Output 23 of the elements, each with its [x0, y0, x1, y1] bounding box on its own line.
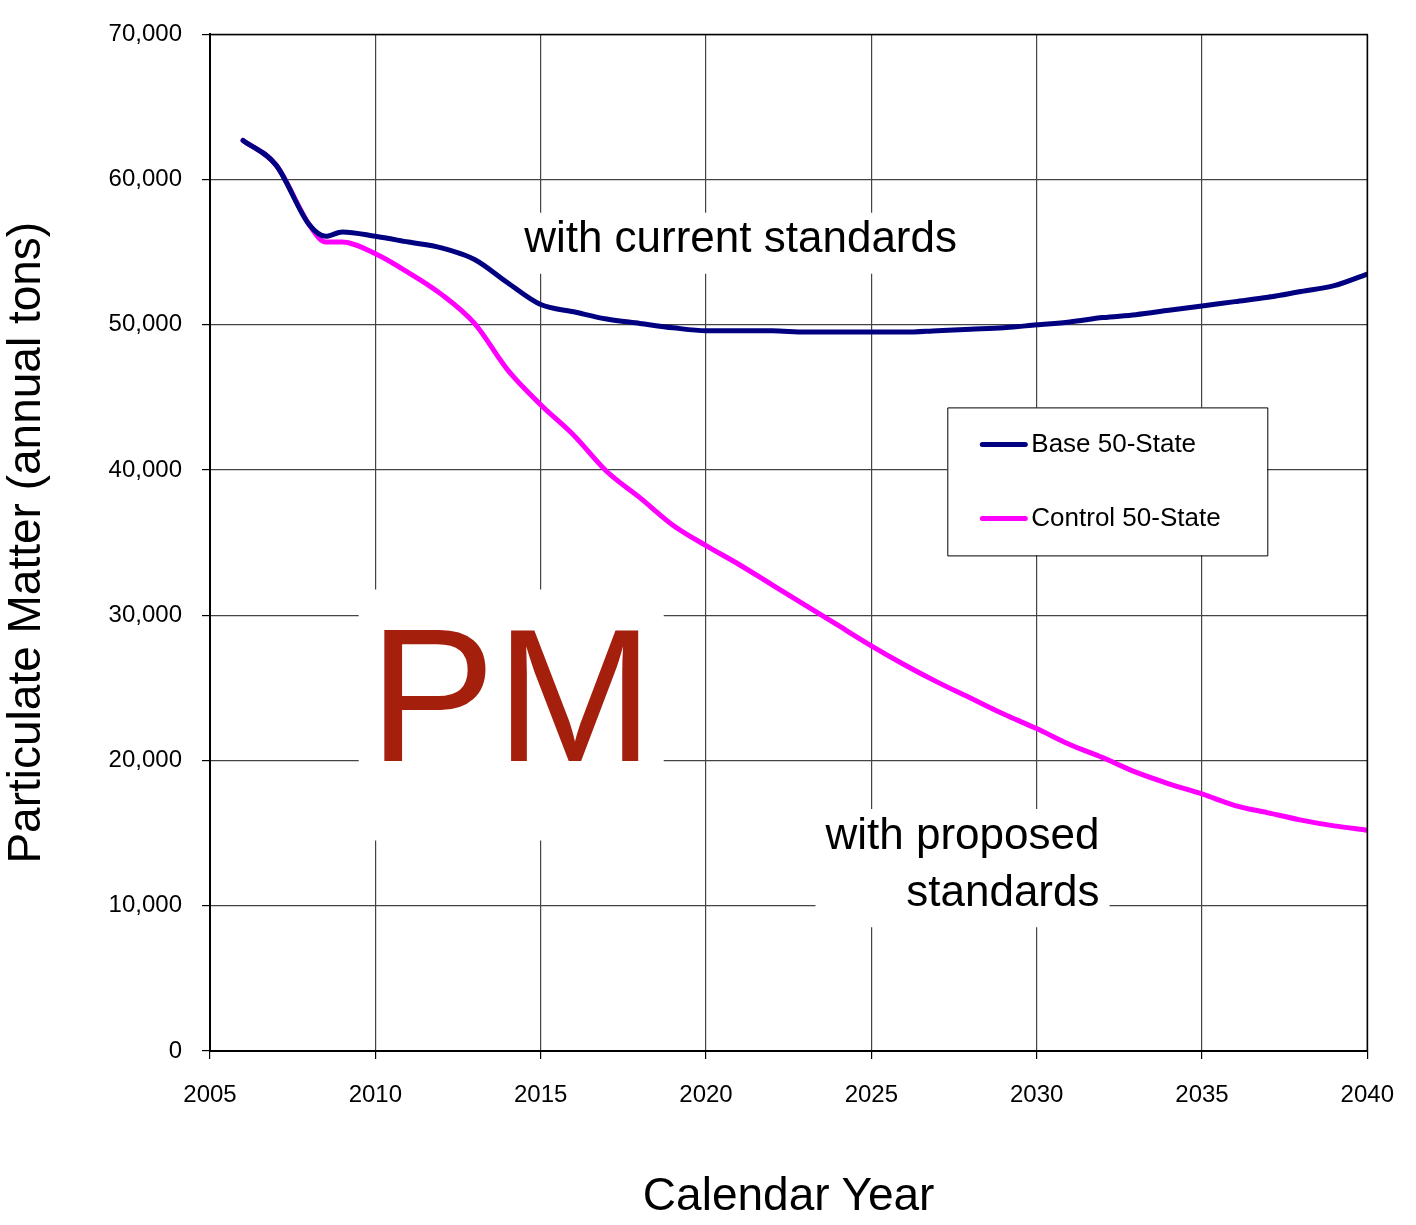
x-tick-label: 2020	[679, 1080, 733, 1108]
y-tick-label: 0	[168, 1035, 182, 1063]
annotation: with proposed standards	[824, 808, 1100, 915]
y-tick-label: 30,000	[108, 599, 182, 627]
x-tick-label: 2005	[183, 1080, 237, 1108]
legend-label: Control 50-State	[1031, 501, 1221, 532]
legend-label: Base 50-State	[1031, 427, 1197, 458]
x-tick-label: 2015	[513, 1080, 568, 1108]
x-tick-label: 2025	[844, 1080, 899, 1108]
x-tick-label: 2040	[1340, 1080, 1394, 1108]
x-tick-label: 2030	[1009, 1080, 1064, 1108]
x-tick-label: 2010	[348, 1080, 403, 1108]
y-tick-label: 60,000	[108, 164, 182, 192]
y-axis-title: Particulate Matter (annual tons)	[0, 221, 51, 864]
y-tick-label: 50,000	[108, 309, 182, 337]
y-tick-label: 20,000	[108, 745, 182, 773]
annotation: PM	[368, 588, 654, 801]
x-axis-title: Calendar Year	[642, 1168, 935, 1221]
annotation: with current standards	[523, 212, 957, 262]
y-tick-label: 40,000	[108, 454, 182, 482]
y-tick-label: 70,000	[108, 19, 182, 47]
x-tick-label: 2035	[1175, 1080, 1229, 1108]
y-tick-label: 10,000	[108, 890, 182, 918]
